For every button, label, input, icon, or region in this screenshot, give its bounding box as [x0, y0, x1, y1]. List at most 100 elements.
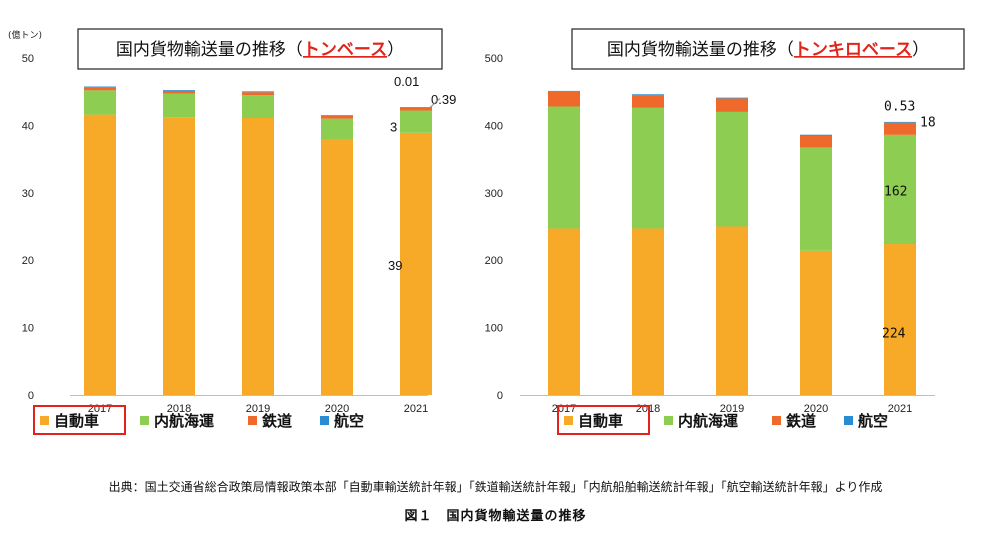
bar-segment: [84, 86, 116, 88]
legend-swatch: [140, 416, 149, 425]
chart-title-box: [77, 28, 443, 70]
legend: 自動車 内航海運 鉄道 航空: [33, 405, 364, 435]
bar-segment: [400, 110, 432, 133]
bar-segment: [716, 111, 748, 227]
legend-label: 自動車: [578, 412, 623, 430]
y-tick-label: 400: [485, 120, 503, 132]
bar-segment: [84, 114, 116, 395]
legend-label: 鉄道: [786, 412, 816, 430]
chart-title: 国内貨物輸送量の推移（トンベース）: [116, 40, 404, 60]
bar-segment: [84, 87, 116, 91]
y-tick-label: 100: [485, 323, 503, 335]
bar-segment: [400, 132, 432, 395]
legend-swatch: [772, 416, 781, 425]
x-tick-label: 2018: [167, 403, 191, 415]
bar-segment: [884, 122, 916, 135]
bar-segment: [548, 228, 580, 395]
chart-title-box: [571, 28, 965, 70]
bar-segment: [800, 250, 832, 395]
bar-segment: [716, 97, 748, 99]
data-label: 162: [884, 184, 907, 199]
bar-segment: [163, 90, 195, 94]
chart-title-prefix: 国内貨物輸送量の推移（: [116, 40, 303, 60]
bar-segment: [884, 244, 916, 395]
x-tick-label: 2019: [720, 403, 744, 415]
x-tick-label: 2020: [325, 403, 349, 415]
source-note: 出典：国土交通省総合政策局情報政策本部「自動車輸送統計年報」「鉄道輸送統計年報」…: [108, 480, 883, 494]
chart-title: 国内貨物輸送量の推移（トンキロベース）: [607, 40, 929, 60]
chart-title-highlight: トンキロベース: [794, 40, 912, 60]
y-tick-label: 30: [22, 188, 34, 200]
y-tick-label: 200: [485, 255, 503, 267]
bar-segment: [800, 135, 832, 148]
bar-segment: [716, 226, 748, 395]
y-tick-label: 40: [22, 120, 34, 132]
bar-segment: [321, 139, 353, 395]
x-tick-label: 2017: [552, 403, 576, 415]
y-tick-label: 50: [22, 53, 34, 65]
y-tick-label: 20: [22, 255, 34, 267]
data-label: 0.53: [884, 99, 915, 114]
chart-title-highlight: トンベース: [303, 40, 387, 60]
y-tick-label: 0: [497, 390, 503, 402]
bar-segment: [163, 93, 195, 118]
figure-caption: 図１ 国内貨物輸送量の推移: [404, 509, 587, 524]
bar-segment: [400, 107, 432, 108]
x-tick-label: 2020: [804, 403, 828, 415]
y-unit-label: (億トン): [8, 29, 42, 41]
data-label: 39: [388, 258, 402, 273]
data-label: 3: [390, 120, 397, 135]
chart-title-suffix: ）: [387, 40, 404, 60]
legend-label: 航空: [334, 412, 364, 430]
legend-highlight-box: [557, 405, 650, 435]
bar-segment: [242, 92, 274, 96]
bar-segment: [321, 118, 353, 140]
legend-highlight-box: [33, 405, 126, 435]
legend-swatch: [664, 416, 673, 425]
y-tick-label: 0: [28, 390, 34, 402]
y-tick-label: 10: [22, 323, 34, 335]
legend-label: 航空: [858, 412, 888, 430]
legend-label: 内航海運: [678, 412, 739, 430]
bar-segment: [632, 228, 664, 395]
bar-segment: [884, 134, 916, 245]
bar-segment: [400, 107, 432, 111]
legend-swatch: [320, 416, 329, 425]
legend-swatch: [844, 416, 853, 425]
bar-segment: [242, 117, 274, 396]
y-tick-label: 300: [485, 188, 503, 200]
legend-swatch: [564, 416, 573, 425]
bar-segment: [716, 98, 748, 112]
legend-label: 鉄道: [262, 412, 292, 430]
chart-title-prefix: 国内貨物輸送量の推移（: [607, 40, 794, 60]
bar-segment: [884, 121, 916, 123]
bar-segment: [548, 106, 580, 229]
x-tick-label: 2019: [246, 403, 270, 415]
bar-segment: [800, 147, 832, 251]
bar-segment: [800, 134, 832, 136]
bar-segment: [548, 91, 580, 107]
bar-segment: [548, 90, 580, 92]
y-tick-label: 500: [485, 53, 503, 65]
data-label: 18: [920, 116, 936, 131]
label-leader-line: [429, 98, 441, 108]
bar-segment: [632, 95, 664, 108]
legend-label: 自動車: [54, 412, 99, 430]
bar-segment: [163, 90, 195, 91]
bar-segment: [242, 95, 274, 118]
legend-swatch: [40, 416, 49, 425]
bar-segment: [242, 91, 274, 93]
data-label: 224: [882, 327, 906, 342]
bar-segment: [632, 107, 664, 229]
x-tick-label: 2021: [888, 403, 912, 415]
data-label: 0.39: [431, 92, 456, 107]
x-tick-label: 2021: [404, 403, 428, 415]
bar-segment: [84, 90, 116, 115]
legend: 自動車 内航海運 鉄道 航空: [557, 405, 888, 435]
bar-segment: [321, 115, 353, 117]
chart-title-suffix: ）: [912, 40, 929, 60]
legend-label: 内航海運: [154, 412, 215, 430]
